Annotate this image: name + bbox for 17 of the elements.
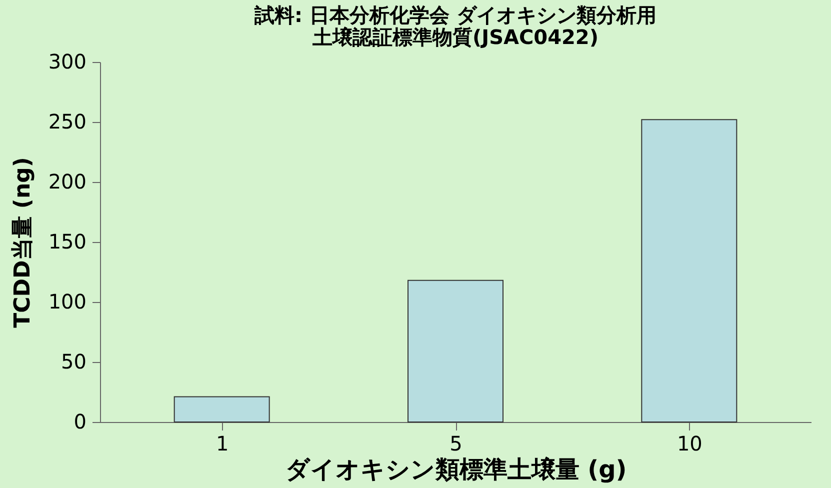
y-axis-title: TCDD当量 (ng) — [10, 157, 36, 328]
bar — [641, 119, 738, 422]
text: 試料: 日本分析化学会 ダイオキシン類分析用 — [254, 3, 656, 27]
y-tick-label: 200 — [48, 170, 86, 194]
bar — [408, 280, 504, 422]
y-tick-label: 50 — [61, 350, 86, 374]
y-tick-label: 300 — [48, 50, 86, 74]
x-tick-label: 1 — [216, 432, 229, 456]
y-tick-label: 100 — [48, 290, 86, 314]
bar — [174, 396, 270, 422]
y-tick-label: 250 — [48, 110, 86, 134]
y-tick-label: 150 — [48, 230, 86, 254]
text: 土壌認証標準物質(JSAC0422) — [312, 25, 598, 49]
y-tick-label: 0 — [74, 410, 86, 434]
x-tick-label: 10 — [676, 432, 702, 456]
x-tick-label: 5 — [450, 432, 462, 456]
x-axis-title: ダイオキシン類標準土壌量 (g) — [285, 456, 627, 484]
